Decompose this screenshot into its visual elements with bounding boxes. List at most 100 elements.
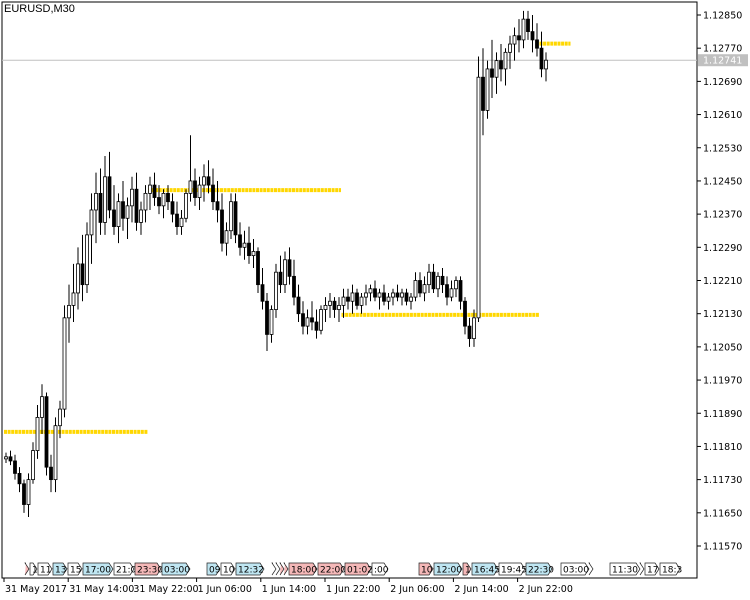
candle-body [539, 47, 544, 70]
session-box-label: 10: [223, 566, 237, 576]
candle-body [98, 192, 103, 223]
candle-body [148, 184, 152, 194]
candle-body [242, 242, 247, 248]
session-box [288, 562, 318, 576]
time-axis-label: 31 May 2017 [5, 584, 67, 595]
session-box-label: 01:02 [347, 566, 373, 576]
session-box-label: :00 [374, 566, 389, 576]
candle-body [40, 396, 44, 418]
candle-body [71, 292, 76, 306]
candle-body [517, 35, 521, 41]
candle-body [44, 396, 49, 468]
candle-body [323, 304, 328, 310]
price-axis-label: 1.12050 [703, 342, 742, 353]
candle-body [256, 251, 260, 286]
session-box-label: 16:45 [474, 566, 500, 576]
price-axis-label: 1.12690 [703, 77, 742, 88]
session-box [344, 562, 372, 576]
session-box-label: 1 [465, 566, 471, 576]
session-box [279, 562, 285, 576]
session-box [639, 562, 645, 576]
candle-body [157, 197, 161, 207]
candle-body [418, 280, 422, 294]
session-box [161, 562, 191, 576]
candle-body [508, 43, 512, 53]
candle-body [85, 234, 89, 286]
candle-body [292, 275, 296, 298]
candle-body [413, 280, 418, 298]
time-axis-label: 1 Jun 14:00 [262, 584, 316, 595]
candle-body [319, 309, 323, 331]
current-price-value: 1.12741 [703, 56, 742, 67]
session-box [235, 562, 265, 576]
candle-body [80, 263, 85, 286]
session-box [206, 562, 221, 576]
candle-body [184, 192, 188, 219]
price-axis-label: 1.11650 [703, 508, 742, 519]
candle-body [175, 213, 179, 227]
candle-body [314, 321, 319, 331]
candle-body [130, 188, 134, 207]
time-axis-label: 2 Jun 22:00 [519, 584, 573, 595]
session-box [471, 562, 499, 576]
candle-body [22, 483, 26, 505]
candle-body [373, 288, 377, 298]
candle-body [265, 300, 269, 335]
candle-body [143, 192, 148, 211]
candle-body [166, 192, 170, 203]
candle-body [197, 184, 202, 198]
candle-body [4, 456, 8, 460]
candle-body [278, 271, 283, 286]
session-box [113, 562, 135, 576]
candle-body [121, 201, 125, 219]
candle-body [526, 18, 530, 32]
candle-body [13, 460, 17, 474]
session-box-label: 18:3 [662, 566, 682, 576]
candle-body [220, 209, 224, 244]
candle-body [535, 39, 539, 49]
session-box-label: 15: [70, 566, 84, 576]
candle-body [454, 280, 458, 290]
time-axis-label: 2 Jun 06:00 [390, 584, 444, 595]
candle-body [94, 192, 98, 211]
candle-body [395, 292, 400, 298]
candle-body [161, 192, 166, 207]
candle-body [76, 263, 80, 294]
session-box [82, 562, 114, 576]
candle-body [152, 184, 157, 198]
candle-body [472, 317, 476, 339]
candle-body [341, 296, 346, 306]
candle-body [287, 259, 292, 277]
price-axis-label: 1.11570 [703, 542, 742, 553]
candle-body [26, 479, 31, 505]
candle-body [193, 180, 197, 198]
time-axis-label: 1 Jun 22:00 [326, 584, 380, 595]
time-axis-label: 31 May 22:00 [133, 584, 198, 595]
price-axis-label: 1.11810 [703, 442, 742, 453]
session-box [271, 562, 277, 576]
time-axis-label: 2 Jun 14:00 [454, 584, 508, 595]
candle-body [512, 35, 517, 45]
candle-body [494, 60, 499, 78]
session-box [317, 562, 345, 576]
price-axis-label: 1.12530 [703, 143, 742, 154]
candle-body [386, 296, 391, 302]
candle-body [467, 325, 472, 339]
candle-body [391, 292, 395, 298]
session-box [659, 562, 681, 576]
candle-body [310, 317, 314, 323]
candle-body [229, 201, 233, 232]
session-box [24, 562, 30, 576]
candle-body [463, 300, 467, 327]
session-box-label: 22:30 [528, 566, 554, 576]
chart-frame [1, 1, 698, 579]
session-box [283, 562, 289, 576]
session-box [220, 562, 236, 576]
candle-body [328, 300, 332, 306]
candle-body [238, 234, 242, 248]
candle-body [431, 271, 436, 290]
candle-body [215, 201, 220, 211]
session-box [498, 562, 526, 576]
session-box [29, 562, 38, 576]
